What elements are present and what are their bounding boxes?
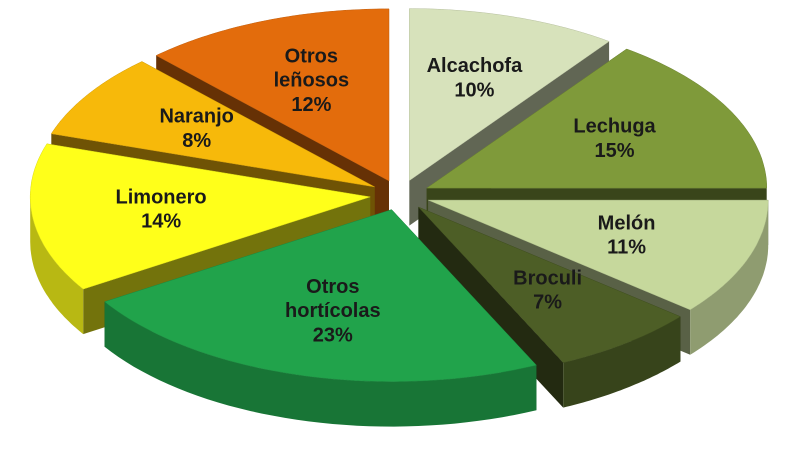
slice-top bbox=[50, 61, 375, 188]
slice-label: Naranjo bbox=[159, 106, 233, 128]
slice-value-label: 23% bbox=[313, 324, 353, 346]
slice-top bbox=[418, 206, 681, 363]
slice-top bbox=[425, 48, 767, 189]
slice bbox=[104, 209, 537, 427]
slice-label: Lechuga bbox=[573, 116, 656, 138]
slice-wall bbox=[104, 301, 537, 427]
slice-label: Melón bbox=[598, 213, 656, 235]
slice-wall bbox=[30, 196, 84, 335]
slice-wall bbox=[690, 200, 769, 355]
slice-value-label: 7% bbox=[533, 292, 562, 314]
slice-label: Limonero bbox=[116, 187, 207, 209]
slice-value-label: 10% bbox=[454, 79, 494, 101]
slice-value-label: 12% bbox=[291, 94, 331, 116]
slice-value-label: 14% bbox=[141, 211, 181, 233]
slice-label: Otros hortícolas bbox=[285, 276, 381, 322]
slice-top bbox=[155, 8, 390, 182]
slice-value-label: 8% bbox=[182, 130, 211, 152]
slice-top bbox=[104, 209, 537, 382]
slice-label: Otros leñosos bbox=[274, 46, 350, 92]
slice-value-label: 11% bbox=[607, 237, 646, 259]
slice-wall bbox=[563, 316, 681, 408]
slice-label: Broculi bbox=[513, 268, 582, 290]
slice-label: Alcachofa bbox=[427, 55, 523, 77]
slice-top bbox=[409, 8, 610, 182]
slice-top bbox=[29, 143, 371, 290]
slice-top bbox=[428, 199, 769, 311]
slice-value-label: 15% bbox=[595, 140, 635, 162]
